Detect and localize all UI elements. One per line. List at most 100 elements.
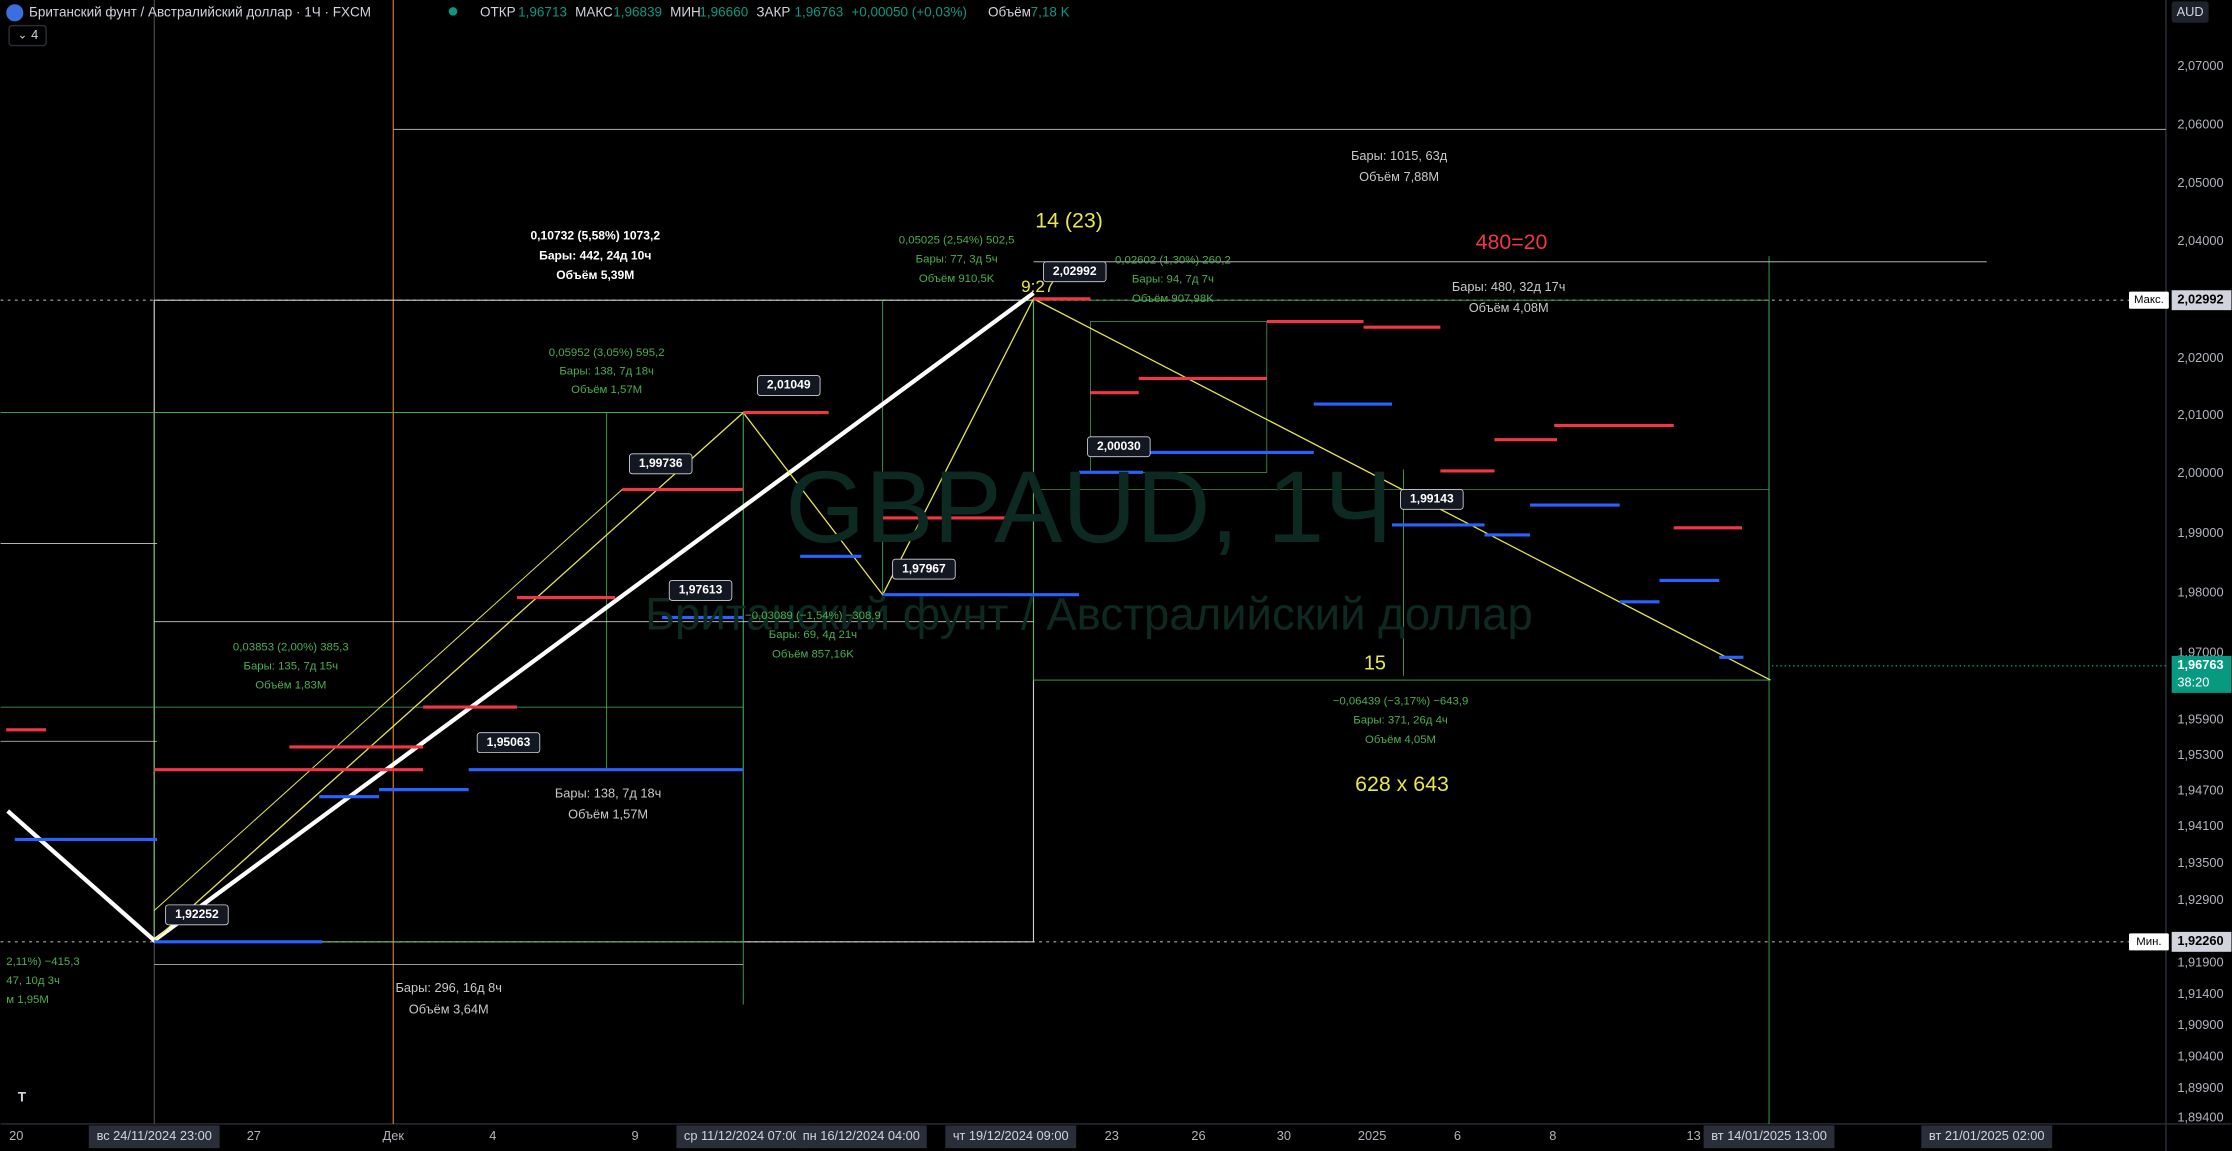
currency-button[interactable] [2171, 1, 2209, 23]
annotation-text: Объём 4,05M [1365, 734, 1436, 746]
axis-price: 1,92260 [2177, 933, 2223, 948]
time-axis-label: 13 [1687, 1128, 1701, 1143]
annotation-text: Бары: 442, 24д 10ч [539, 248, 651, 262]
annotation-text: 0,02602 (1,30%) 260,2 [1115, 254, 1231, 266]
annotation-text: Объём 907,98K [1132, 293, 1214, 305]
overlay: Британский фунт / Австралийский доллар ·… [6, 1, 2232, 1149]
watermark: GBPAUD, 1Ч Британский фунт / Австралийск… [645, 449, 1533, 639]
price-axis-label: 2,02000 [2177, 350, 2223, 365]
time-axis-label: 27 [247, 1128, 261, 1143]
price-axis-label: 2,01000 [2177, 407, 2223, 422]
time-axis-label: 4 [489, 1128, 496, 1143]
ohlc-value: 1,96660 [699, 4, 748, 19]
price-tag: 2,01049 [767, 378, 811, 392]
price-axis-label: 2,05000 [2177, 175, 2223, 190]
watermark-description: Британский фунт / Австралийский доллар [645, 589, 1533, 640]
time-axis-label: 6 [1454, 1128, 1461, 1143]
annotation-text: 15 [1364, 653, 1386, 675]
annotation-text: Объём 7,88M [1359, 169, 1439, 184]
price-axis-label: 1,95900 [2177, 711, 2223, 726]
price-tag: 1,95063 [487, 735, 531, 749]
time-cursor-bg [1703, 1125, 1835, 1149]
time-cursor-label: вт 21/01/2025 02:00 [1929, 1128, 2045, 1143]
price-axis-label: 1,97000 [2177, 644, 2223, 659]
price-axis-label: 2,06000 [2177, 117, 2223, 132]
annotation-text: Бары: 138, 7д 18ч [555, 785, 661, 800]
indicators-toggle[interactable] [8, 24, 47, 47]
axis-price: 2,02992 [2177, 292, 2223, 307]
price-axis-label: 1,99000 [2177, 525, 2223, 540]
price-tag-bg [1087, 436, 1151, 458]
price-axis-label: 2,00000 [2177, 465, 2223, 480]
annotation-text: Объём 1,57M [571, 384, 642, 396]
axis-tag: Мин. [2136, 936, 2161, 948]
ohlc-value: 1,96763 [794, 4, 843, 19]
time-axis-label: Дек [383, 1128, 405, 1143]
time-axis-label: 2025 [1358, 1128, 1386, 1143]
annotation-text: Объём 857,16K [772, 648, 854, 660]
time-axis-label: 9 [632, 1128, 639, 1143]
time-cursor-bg [88, 1125, 220, 1149]
ohlc-value: 1,96713 [518, 4, 567, 19]
annotation-text: м 1,95M [6, 994, 49, 1006]
annotation-text: Бары: 1015, 63д [1351, 148, 1448, 163]
price-tag-bg [892, 558, 956, 580]
annotation-text: 2,11%) −415,3 [6, 956, 79, 968]
ohlc-label: ЗАКР [756, 4, 790, 19]
price-axis-label: 1,89400 [2177, 1110, 2223, 1125]
annotation-text: Бары: 371, 26д 4ч [1353, 715, 1448, 727]
axis-tag: Макс. [2134, 294, 2164, 306]
price-tag-bg [628, 453, 693, 475]
time-cursor-label: вс 24/11/2024 23:00 [97, 1128, 212, 1143]
time-axis-label: 23 [1105, 1128, 1119, 1143]
time-cursor-label: пн 16/12/2024 04:00 [803, 1128, 920, 1143]
ohlc-label: МАКС [575, 4, 613, 19]
price-axis-label: 1,92900 [2177, 892, 2223, 907]
level-lines [6, 297, 1744, 944]
indicators-chevron: ⌄ [18, 30, 28, 42]
annotation-text: 47, 10д 3ч [6, 975, 60, 987]
bar-countdown: 38:20 [2177, 674, 2209, 689]
axis-price-bg [2171, 290, 2232, 311]
volume-value: 7,18 K [1031, 4, 1070, 19]
annotation-text: Бары: 69, 4д 21ч [769, 629, 857, 641]
price-tag: 1,97967 [902, 561, 946, 575]
price-axis-label: 1,94100 [2177, 818, 2223, 833]
axis-price-bg [2171, 931, 2232, 952]
status-dot [448, 7, 458, 16]
price-axis-label: 2,04000 [2177, 233, 2223, 248]
annotation-text: 14 (23) [1035, 209, 1103, 233]
axis-tag-bg [2128, 291, 2169, 309]
price-tag: 2,00030 [1097, 439, 1141, 453]
price-axis-label: 2,07000 [2177, 58, 2223, 73]
indicators-count: 4 [31, 27, 38, 42]
time-cursor-label: ср 11/12/2024 07:00 [684, 1128, 800, 1143]
ohlc-label: ОТКР [480, 4, 516, 19]
annotation-text: Бары: 135, 7д 15ч [243, 661, 338, 673]
price-tag-bg [757, 375, 821, 396]
symbol-icon [6, 4, 24, 22]
time-cursor-bg [676, 1125, 808, 1149]
time-axis-label: 30 [1277, 1128, 1291, 1143]
annotation-text: 480=20 [1476, 230, 1548, 254]
price-tag-bg [1400, 488, 1464, 510]
logo: ᵀ [18, 1089, 27, 1111]
watermark-symbol: GBPAUD, 1Ч [785, 449, 1392, 564]
time-cursor-label: чт 19/12/2024 09:00 [953, 1128, 1069, 1143]
annotation-text: Объём 4,08M [1469, 300, 1549, 315]
symbol-title: Британский фунт / Австралийский доллар ·… [29, 4, 371, 19]
price-change: +0,00050 (+0,03%) [851, 4, 967, 19]
time-cursor-bg [795, 1125, 927, 1149]
annotation-text: Бары: 480, 32д 17ч [1452, 279, 1566, 294]
price-axis-label: 1,93500 [2177, 855, 2223, 870]
annotation-text: −0,06439 (−3,17%) −643,9 [1333, 695, 1469, 707]
last-price: 1,96763 [2177, 657, 2223, 672]
annotation-text: 0,05025 (2,54%) 502,5 [899, 234, 1015, 246]
annotation-text: 0,05952 (3,05%) 595,2 [549, 347, 665, 359]
time-axis-label: 20 [9, 1128, 23, 1143]
annotation-text: Объём 1,83M [255, 680, 326, 692]
price-axis-label: 1,91400 [2177, 986, 2223, 1001]
time-cursor-label: вт 14/01/2025 13:00 [1711, 1128, 1827, 1143]
